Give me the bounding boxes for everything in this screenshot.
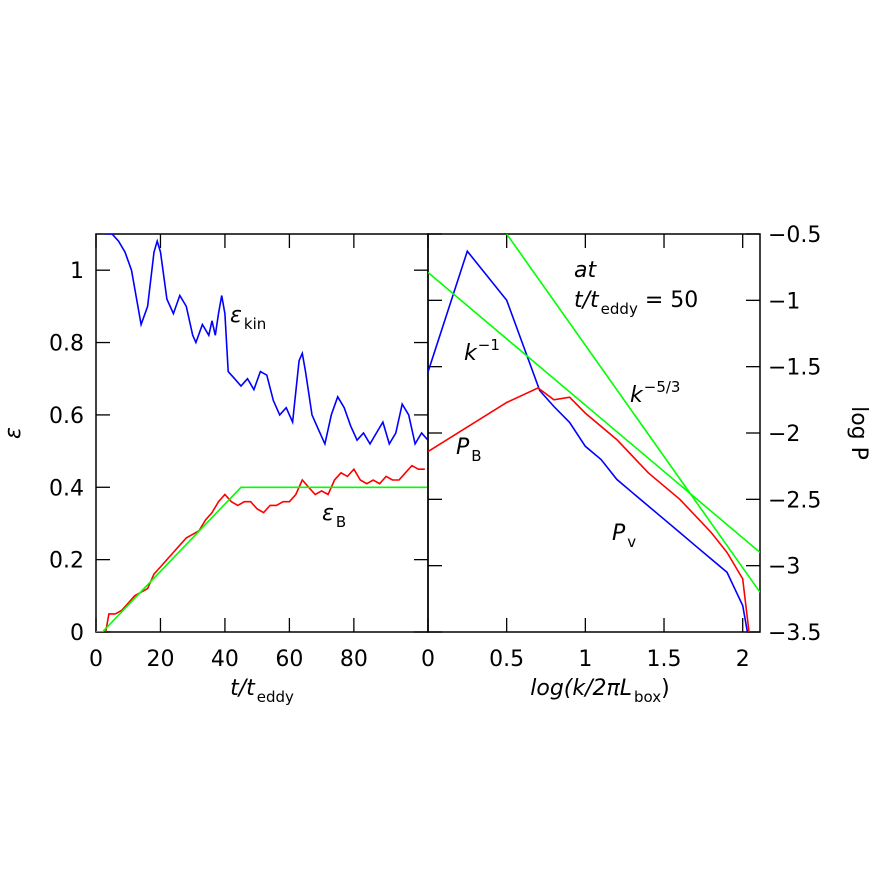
- x-tick-label: 1.5: [647, 647, 682, 672]
- data-line: [428, 386, 750, 632]
- data-line: [96, 486, 428, 632]
- y-tick-label: 1: [70, 259, 84, 284]
- annotation-sub: kin: [244, 315, 266, 333]
- annotation-main: t/t: [574, 288, 600, 313]
- annotation: ε kin: [230, 303, 266, 333]
- y-axis-label: log P: [846, 406, 871, 460]
- y-tick-label: −2: [768, 422, 800, 447]
- plot-frame: [95, 233, 429, 633]
- annotation-main: k: [630, 383, 644, 408]
- y-tick-label: 0.4: [49, 476, 84, 501]
- y-tick-label: 0.6: [49, 404, 84, 429]
- x-tick-label: 0: [421, 647, 435, 672]
- y-axis-label: ε: [1, 427, 26, 439]
- x-axis-label: t/t eddy: [230, 676, 294, 706]
- x-tick-label: 80: [340, 647, 368, 672]
- y-tick-label: −0.5: [768, 223, 821, 248]
- annotation-main: k: [464, 341, 478, 366]
- data-line: [506, 234, 760, 593]
- annotation: t/t eddy = 50: [574, 288, 698, 318]
- annotation: at: [574, 258, 597, 283]
- y-tick-label: 0.8: [49, 332, 84, 357]
- x-tick-label: 40: [211, 647, 239, 672]
- x-tick-label: 1: [578, 647, 592, 672]
- data-line: [104, 464, 425, 632]
- y-tick-label: −2.5: [768, 488, 821, 513]
- annotation-tail: = 50: [638, 288, 698, 313]
- annotation-main: P: [456, 435, 470, 460]
- y-tick-label: 0.2: [49, 549, 84, 574]
- annotation-sup: −1: [478, 336, 500, 354]
- x-axis-label-tail: ): [661, 676, 670, 701]
- annotation-sup: −5/3: [644, 378, 681, 396]
- y-tick-label: −1.5: [768, 356, 821, 381]
- x-tick-label: 2: [736, 647, 750, 672]
- y-tick-label: 0: [70, 621, 84, 646]
- annotation-sub: v: [627, 533, 636, 551]
- x-axis-label-main: log(k/2πL: [530, 676, 632, 701]
- x-axis-label-sub: eddy: [257, 688, 294, 706]
- annotation-main: ε: [322, 501, 334, 526]
- x-axis-label: log(k/2πL box): [530, 676, 670, 706]
- x-axis-label-sub: box: [634, 688, 661, 706]
- data-line: [428, 271, 760, 554]
- x-tick-label: 0.5: [489, 647, 524, 672]
- annotation-main: ε: [230, 303, 242, 328]
- annotation-sub: B: [336, 513, 346, 531]
- y-tick-label: −3: [768, 555, 800, 580]
- x-axis-label-main: t/t: [230, 676, 256, 701]
- data-line: [105, 234, 428, 447]
- y-tick-label: −3.5: [768, 621, 821, 646]
- annotation: k−5/3: [630, 378, 680, 408]
- x-tick-label: 20: [146, 647, 174, 672]
- annotation-main: P: [612, 521, 626, 546]
- x-tick-label: 60: [275, 647, 303, 672]
- annotation-sub: eddy: [601, 300, 638, 318]
- annotation: k−1: [464, 336, 500, 366]
- annotation-main: at: [574, 258, 597, 283]
- y-tick-label: −1: [768, 289, 800, 314]
- data-line: [428, 249, 749, 632]
- annotation-sub: B: [471, 447, 481, 465]
- x-tick-label: 0: [89, 647, 103, 672]
